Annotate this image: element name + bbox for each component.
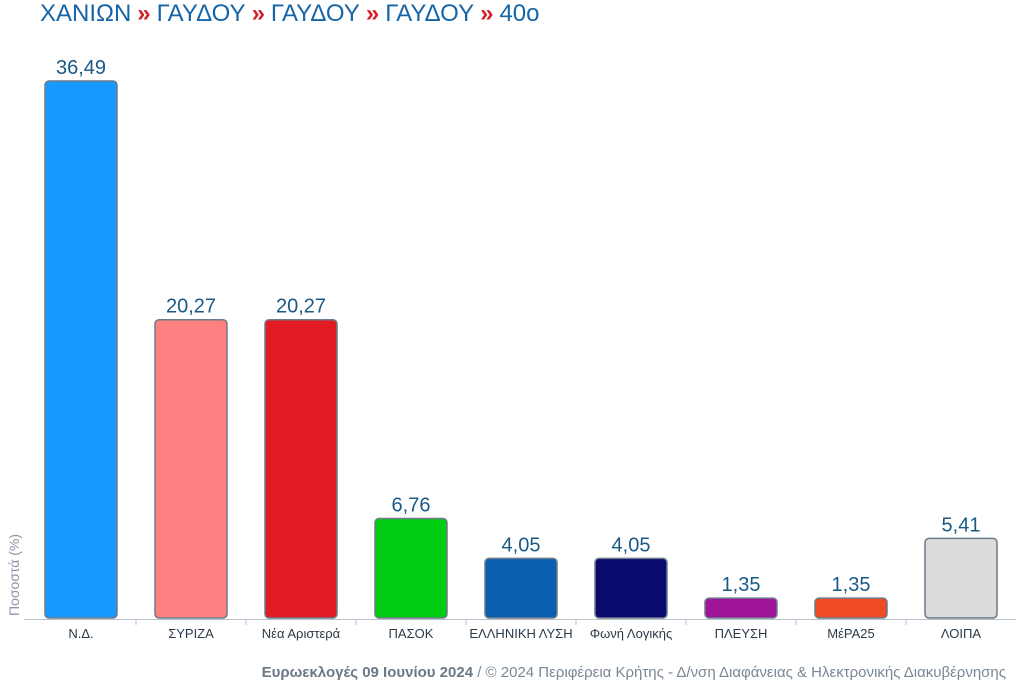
breadcrumb-item-polling-station: 40ο (499, 0, 540, 27)
breadcrumb-item-community[interactable]: ΓΑΥΔΟΥ (385, 0, 475, 27)
bar-value-label: 20,27 (166, 296, 216, 318)
category-label: ΕΛΛΗΝΙΚΗ ΛΥΣΗ (469, 626, 572, 641)
breadcrumb-separator: » (480, 0, 494, 27)
breadcrumb-item-region[interactable]: ΧΑΝΙΩΝ (40, 0, 132, 27)
bar-value-label: 4,05 (612, 534, 651, 556)
bar-5[interactable] (484, 557, 558, 619)
bar-value-label: 1,35 (832, 574, 871, 596)
category-label: Ν.Δ. (68, 626, 93, 641)
breadcrumb-item-municipality[interactable]: ΓΑΥΔΟΥ (156, 0, 246, 27)
breadcrumb: ΧΑΝΙΩΝ» ΓΑΥΔΟΥ» ΓΑΥΔΟΥ» ΓΑΥΔΟΥ» 40ο (40, 0, 540, 30)
y-axis-label: Ποσοστά (%) (6, 534, 22, 616)
category-label: ΣΥΡΙΖΑ (168, 626, 214, 641)
footer-copyright: / © 2024 Περιφέρεια Κρήτης - Δ/νση Διαφά… (473, 664, 1006, 681)
bar-7[interactable] (704, 597, 778, 619)
breadcrumb-separator: » (251, 0, 265, 27)
bar-value-label: 6,76 (392, 495, 431, 517)
bar-9[interactable] (924, 537, 998, 619)
footer: Ευρωεκλογές 09 Ιουνίου 2024 / © 2024 Περ… (262, 664, 1006, 681)
bar-6[interactable] (594, 557, 668, 619)
bar-3[interactable] (264, 318, 338, 619)
bar-value-label: 4,05 (502, 534, 541, 556)
bar-8[interactable] (814, 597, 888, 619)
category-label: ΛΟΙΠΑ (941, 626, 982, 641)
bar-value-label: 1,35 (722, 574, 761, 596)
bar-4[interactable] (374, 517, 448, 619)
results-bar-chart: Ποσοστά (%) 36,49 Ν.Δ. 20,27 ΣΥΡΙΖΑ 20,27 Νέα… (6, 57, 1016, 641)
category-label: Φωνή Λογικής (590, 626, 672, 641)
bar-2[interactable] (154, 318, 228, 619)
footer-election-title: Ευρωεκλογές 09 Ιουνίου 2024 (261, 664, 474, 681)
bar-value-label: 5,41 (942, 514, 981, 536)
breadcrumb-item-unit[interactable]: ΓΑΥΔΟΥ (270, 0, 360, 27)
category-label: ΜέΡΑ25 (827, 626, 874, 641)
bar-value-label: 36,49 (56, 57, 106, 79)
breadcrumb-separator: » (365, 0, 380, 27)
category-label: Νέα Αριστερά (262, 626, 341, 641)
category-label: ΠΑΣΟΚ (389, 626, 434, 641)
bar-1[interactable] (44, 80, 118, 619)
bar-value-label: 20,27 (276, 296, 326, 318)
category-label: ΠΛΕΥΣΗ (715, 626, 768, 641)
bars-group: 36,49 Ν.Δ. 20,27 ΣΥΡΙΖΑ 20,27 Νέα Αριστερά 6,7… (44, 57, 998, 641)
breadcrumb-separator: » (137, 0, 151, 27)
